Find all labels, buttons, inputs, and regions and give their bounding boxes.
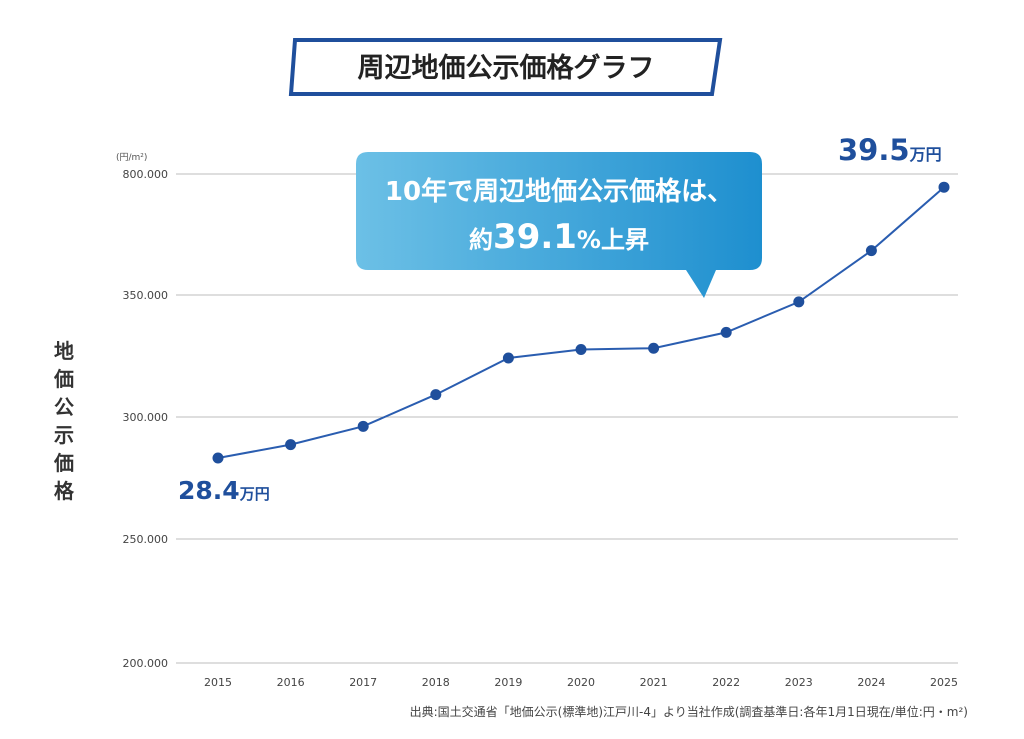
data-point [285, 439, 297, 451]
y-tick-label: 300.000 [123, 411, 169, 424]
y-tick-label: 200.000 [123, 657, 169, 670]
callout-suffix: %上昇 [577, 226, 649, 254]
end-value-unit: 万円 [909, 145, 942, 164]
chart-title: 周辺地価公示価格グラフ [358, 52, 655, 84]
data-point [720, 326, 732, 338]
y-axis-label-char: 価 [53, 367, 74, 391]
y-tick-label: 250.000 [123, 533, 169, 546]
y-axis-label-char: 地 [54, 339, 74, 363]
data-point [357, 420, 369, 432]
x-tick-label: 2015 [204, 676, 232, 689]
callout-line1: 10年で周辺地価公示価格は、 [385, 176, 733, 207]
series-markers [212, 181, 950, 464]
start-value-number: 28.4 [178, 476, 240, 505]
y-axis-label: 地価公示価格 [53, 339, 75, 503]
data-point [938, 181, 950, 193]
y-axis-label-char: 格 [54, 479, 75, 503]
x-tick-label: 2018 [422, 676, 450, 689]
data-point [430, 389, 442, 401]
y-tick-label: 800.000 [123, 168, 169, 181]
x-tick-label: 2023 [785, 676, 813, 689]
callout-shape [356, 152, 762, 298]
x-tick-label: 2024 [857, 676, 885, 689]
x-tick-labels: 2015 2016 2017 2018 2019 2020 2021 2022 2023 2024… [204, 676, 958, 689]
data-point [648, 342, 660, 354]
y-axis-label-char: 公 [54, 395, 74, 419]
callout-prefix: 約 [469, 226, 493, 254]
x-tick-label: 2019 [494, 676, 522, 689]
callout-number: 39.1 [493, 217, 577, 257]
x-tick-label: 2016 [277, 676, 305, 689]
y-axis-label-char: 示 [54, 423, 74, 447]
end-value-number: 39.5 [838, 133, 910, 167]
unit-label: (円/m²) [116, 152, 147, 163]
x-tick-label: 2025 [930, 676, 958, 689]
y-axis-label-char: 価 [53, 451, 74, 475]
y-tick-label: 350.000 [123, 289, 169, 302]
title-box: 周辺地価公示価格グラフ [288, 38, 723, 96]
data-point [212, 452, 224, 464]
x-tick-label: 2017 [349, 676, 377, 689]
x-tick-label: 2020 [567, 676, 595, 689]
start-value-unit: 万円 [239, 485, 270, 503]
title-frame [288, 38, 723, 96]
data-point [502, 352, 514, 364]
callout-line2: 約39.1%上昇 [469, 217, 649, 257]
callout-bubble: 10年で周辺地価公示価格は、 約39.1%上昇 [356, 152, 762, 298]
x-tick-label: 2022 [712, 676, 740, 689]
end-value-label: 39.5万円 [838, 133, 942, 167]
data-point [865, 245, 877, 257]
source-note: 出典:国土交通省「地価公示(標準地)江戸川-4」より当社作成(調査基準日:各年1… [410, 704, 968, 719]
start-value-label: 28.4万円 [178, 476, 270, 505]
data-point [793, 296, 805, 308]
data-point [575, 343, 587, 355]
y-tick-labels: 200.000 250.000 300.000 350.000 800.000 [123, 168, 169, 670]
x-tick-label: 2021 [640, 676, 668, 689]
